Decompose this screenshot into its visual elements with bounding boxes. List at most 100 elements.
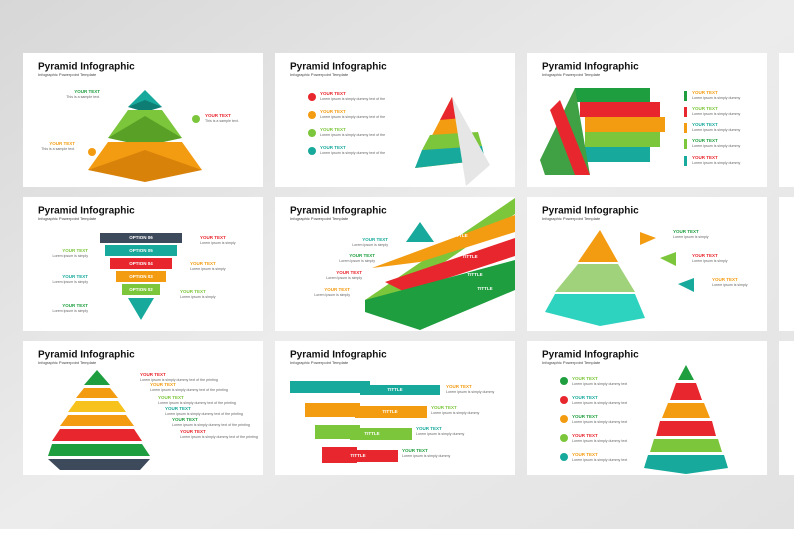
shape-label: 03 xyxy=(139,414,145,419)
slide-subtitle: Infographic Powerpoint Template xyxy=(290,360,349,365)
slide-title: Pyramid Infographic xyxy=(290,206,387,217)
item-text: Lorem ipsum is simply dummy text of the xyxy=(320,97,385,101)
slide-title: Pyramid Infographic xyxy=(38,62,135,73)
item-heading: YOUR TEXT xyxy=(62,274,88,279)
item-heading: YOUR TEXT xyxy=(692,138,718,143)
item-heading: YOUR TEXT xyxy=(416,426,442,431)
item-heading: YOUR TEXT xyxy=(712,277,738,282)
item-text: This is a sample text. xyxy=(41,147,75,151)
shape-label: OPTION 02 xyxy=(129,287,153,292)
shape-label: OPTION 06 xyxy=(129,235,153,240)
slide-title: Pyramid Infographic xyxy=(38,206,135,217)
item-heading: YOUR TEXT xyxy=(140,372,166,377)
item-heading: YOUR TEXT xyxy=(336,270,362,275)
item-heading: YOUR TEXT xyxy=(190,261,216,266)
shape-label: TITTLE xyxy=(462,254,477,259)
item-heading: YOUR TEXT xyxy=(180,289,206,294)
item-text: Lorem ipsum is simply dummy text xyxy=(572,458,627,462)
item-text: Lorem ipsum is simply xyxy=(52,280,88,284)
item-text: Lorem ipsum is simply xyxy=(190,267,226,271)
item-text: Lorem ipsum is simply xyxy=(52,254,88,258)
shape-label: 05 xyxy=(123,387,129,392)
item-heading: YOUR TEXT xyxy=(62,303,88,308)
item-heading: YOUR TEXT xyxy=(172,417,198,422)
item-heading: YOUR TEXT xyxy=(62,248,88,253)
item-text: Lorem ipsum is simply dummy text of the … xyxy=(140,378,218,382)
item-text: This is a sample text. xyxy=(66,95,100,99)
shape-label: 02 xyxy=(147,428,153,433)
item-text: Lorem ipsum is simply dummy xyxy=(692,144,741,148)
item-heading: YOUR TEXT xyxy=(692,253,718,258)
item-heading: YOUR TEXT xyxy=(572,395,598,400)
shape-label: TITTLE xyxy=(452,233,467,238)
item-heading: YOUR TEXT xyxy=(362,237,388,242)
shape-label: 01 xyxy=(154,443,160,448)
item-heading: YOUR TEXT xyxy=(165,406,191,411)
item-text: Lorem ipsum is simply dummy text of the … xyxy=(180,435,258,439)
item-text: Lorem ipsum is simply xyxy=(692,259,728,263)
item-text: Lorem ipsum is simply dummy xyxy=(692,96,741,100)
item-heading: YOUR TEXT xyxy=(324,287,350,292)
slide-title: Pyramid Infographic xyxy=(542,62,639,73)
item-text: Lorem ipsum is simply dummy text xyxy=(572,401,627,405)
shapes xyxy=(48,88,728,474)
item-heading: YOUR TEXT xyxy=(150,382,176,387)
item-heading: YOUR TEXT xyxy=(446,384,472,389)
item-text: Lorem ipsum is simply xyxy=(673,235,709,239)
item-text: Lorem ipsum is simply dummy xyxy=(416,432,465,436)
item-text: Lorem Ipsum is simply xyxy=(339,259,375,263)
item-text: Lorem ipsum is simply dummy xyxy=(692,161,741,165)
item-text: Lorem ipsum is simply dummy text of the … xyxy=(150,388,228,392)
item-text: Lorem ipsum is simply dummy text of the xyxy=(320,151,385,155)
item-heading: YOUR TEXT xyxy=(692,106,718,111)
item-text: Lorem ipsum is simply xyxy=(52,309,88,313)
slide-subtitle: Infographic Powerpoint Template xyxy=(542,216,601,221)
shape-label: TITTLE xyxy=(382,409,397,414)
shape-label: TITTLE xyxy=(350,453,365,458)
item-heading: YOUR TEXT xyxy=(205,113,231,118)
item-text: Lorem ipsum is simply dummy text of the xyxy=(320,115,385,119)
item-heading: YOUR TEXT xyxy=(320,109,346,114)
shape-label: OPTION 03 xyxy=(129,274,153,279)
item-heading: YOUR TEXT xyxy=(158,395,184,400)
item-heading: YOUR TEXT xyxy=(692,90,718,95)
item-heading: YOUR TEXT xyxy=(349,253,375,258)
item-text: Lorem ipsum is simply dummy xyxy=(402,454,451,458)
item-heading: YOUR TEXT xyxy=(180,429,206,434)
slide-subtitle: Infographic Powerpoint Template xyxy=(38,360,97,365)
item-heading: YOUR TEXT xyxy=(692,122,718,127)
item-heading: YOUR TEXT xyxy=(572,376,598,381)
shape-label: OPTION 04 xyxy=(129,261,153,266)
slide-subtitle: Infographic Powerpoint Template xyxy=(290,216,349,221)
slide-title: Pyramid Infographic xyxy=(38,350,135,361)
item-heading: YOUR TEXT xyxy=(431,405,457,410)
item-text: Lorem Ipsum is simply xyxy=(314,293,350,297)
item-text: Lorem ipsum is simply dummy xyxy=(692,112,741,116)
slide-subtitle: Infographic Powerpoint Template xyxy=(542,72,601,77)
item-text: Lorem ipsum is simply xyxy=(712,283,748,287)
shape-label: TITTLE xyxy=(467,272,482,277)
item-heading: YOUR TEXT xyxy=(673,229,699,234)
item-heading: YOUR TEXT xyxy=(572,433,598,438)
slide-title: Pyramid Infographic xyxy=(290,62,387,73)
slide-subtitle: Infographic Powerpoint Template xyxy=(290,72,349,77)
slide-subtitle: Infographic Powerpoint Template xyxy=(542,360,601,365)
item-text: Lorem ipsum is simply dummy text of the … xyxy=(165,412,243,416)
item-text: This is a sample text. xyxy=(205,119,239,123)
item-text: Lorem ipsum is simply dummy text xyxy=(572,439,627,443)
item-heading: YOUR TEXT xyxy=(74,89,100,94)
shape-label: TITTLE xyxy=(477,286,492,291)
item-text: Lorem Ipsum is simply xyxy=(352,243,388,247)
item-text: Lorem ipsum is simply dummy text xyxy=(572,420,627,424)
item-text: Lorem ipsum is simply dummy xyxy=(692,128,741,132)
shape-label: TITTLE xyxy=(364,431,379,436)
item-text: Lorem ipsum is simply dummy xyxy=(446,390,495,394)
item-heading: YOUR TEXT xyxy=(572,414,598,419)
item-text: Lorem ipsum is simply dummy text of the xyxy=(320,133,385,137)
item-text: Lorem ipsum is simply dummy text of the … xyxy=(158,401,236,405)
item-text: Lorem ipsum is simply xyxy=(180,295,216,299)
item-heading: YOUR TEXT xyxy=(692,155,718,160)
item-text: Lorem ipsum is simply dummy xyxy=(431,411,480,415)
shape-label: OPTION 05 xyxy=(129,248,153,253)
